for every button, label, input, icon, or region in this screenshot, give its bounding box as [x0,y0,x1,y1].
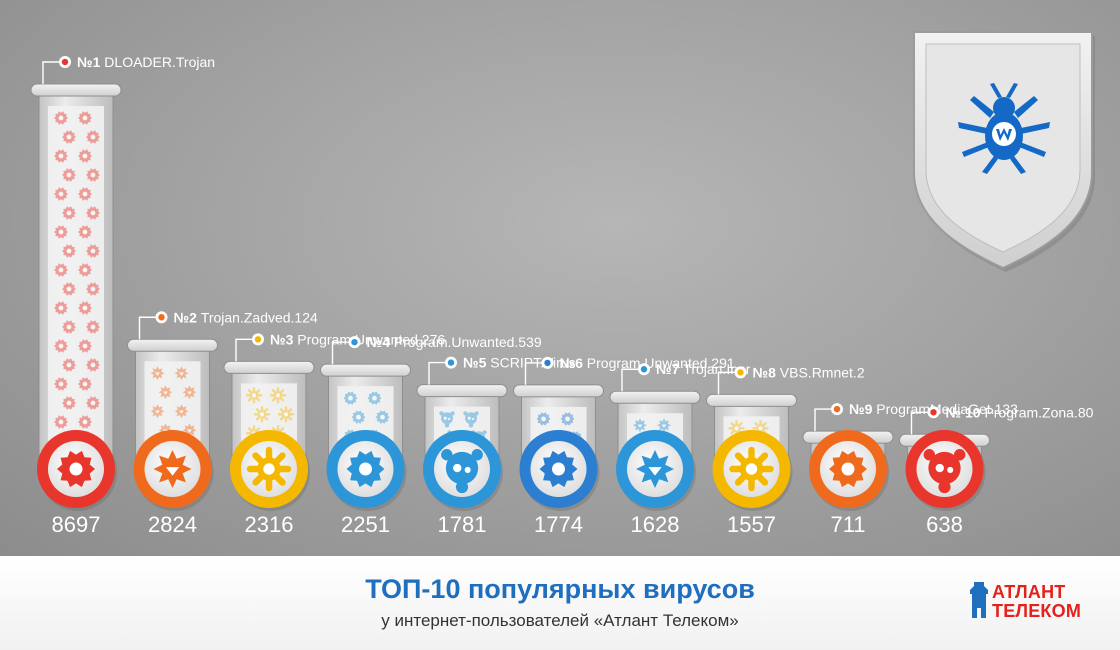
value-label: 1628 [631,512,680,537]
label-dot [59,56,71,68]
chart-title: ТОП-10 популярных вирусов [365,574,755,604]
value-label: 1781 [438,512,487,537]
value-label: 1557 [727,512,776,537]
gear-bug-icon [57,450,95,488]
label-dot [445,356,457,369]
bar-icon-1 [37,430,117,511]
bar-tube-1: №1 DLOADER.Trojan 8697 [30,54,215,537]
value-label: 2824 [148,512,197,537]
category-label: №8 VBS.Rmnet.2 [753,364,865,380]
bar-tube-7: №7 Trojan.Inor 1628 [609,361,751,537]
label-dot [541,356,554,369]
bar-tube-6: №6 Program.Unwanted.291 1774 [513,355,735,537]
tower-icon [970,582,988,618]
value-label: 638 [926,512,963,537]
label-dot [831,403,843,416]
footer: ТОП-10 популярных вирусов у интернет-пол… [0,556,1120,650]
gear-bug-icon [539,450,578,488]
category-label: №2 Trojan.Zadved.124 [174,309,319,325]
spiky-bug-icon [636,450,674,488]
chart-svg: №1 DLOADER.Trojan 8697 №2 Trojan.Zadved.12… [30,31,1095,537]
brand-line-1: АТЛАНТ [992,582,1066,602]
tube-pattern [633,418,671,433]
value-label: 2251 [341,512,390,537]
category-label: №1 DLOADER.Trojan [77,54,215,70]
chart-area: №1 DLOADER.Trojan 8697 №2 Trojan.Zadved.12… [0,0,1120,556]
label-dot [348,336,361,349]
bar-tube-10: № 10 Program.Zona.80 638 [899,404,1094,537]
bar-icon-7 [616,430,696,511]
category-label: №6 Program.Unwanted.291 [560,355,735,371]
sun-bug-icon [729,446,774,492]
sun-bug-icon [246,446,292,492]
atlant-telecom-logo: АТЛАНТ ТЕЛЕКОМ [968,580,1088,630]
blob-virus-icon [441,449,483,494]
gear-bug-icon [346,450,385,488]
label-dot [927,406,940,419]
value-label: 8697 [52,512,101,537]
bar-icon-3 [230,430,310,511]
label-dot [252,333,264,346]
value-label: 711 [830,512,865,537]
bar-icon-6 [519,430,600,511]
label-dot [155,311,168,324]
chart-subtitle: у интернет-пользователей «Атлант Телеком… [381,611,739,630]
drweb-shield-logo [913,31,1095,272]
label-dot [638,363,650,376]
bar-icon-2 [133,430,214,511]
blob-virus-icon [923,449,966,494]
bar-tube-4: №4 Program.Unwanted.539 2251 [320,334,542,537]
bar-icon-10 [905,430,986,511]
brand-line-2: ТЕЛЕКОМ [992,601,1082,621]
bars-layer: №1 DLOADER.Trojan 8697 №2 Trojan.Zadved.12… [30,54,1094,537]
bar-tube-8: №8 VBS.Rmnet.2 1557 [706,364,865,537]
bar-icon-4 [326,430,407,511]
category-label: №7 Trojan.Inor [656,361,751,377]
category-label: №3 Program.Unwanted.276 [270,331,445,347]
category-label: № 10 Program.Zona.80 [946,404,1094,420]
bar-icon-9 [809,430,889,511]
tube-pattern [728,420,769,437]
gear-bug-icon [829,450,867,488]
bar-tube-3: №3 Program.Unwanted.276 2316 [223,331,445,537]
value-label: 2316 [245,512,294,537]
bar-tube-2: №2 Trojan.Zadved.124 2824 [127,309,319,537]
value-label: 1774 [534,512,583,537]
label-dot [734,366,747,379]
bar-icon-5 [423,430,503,511]
bar-icon-8 [712,430,793,511]
spiky-bug-icon [153,450,192,488]
tube-pattern [54,111,100,429]
category-label: №4 Program.Unwanted.539 [367,334,542,350]
